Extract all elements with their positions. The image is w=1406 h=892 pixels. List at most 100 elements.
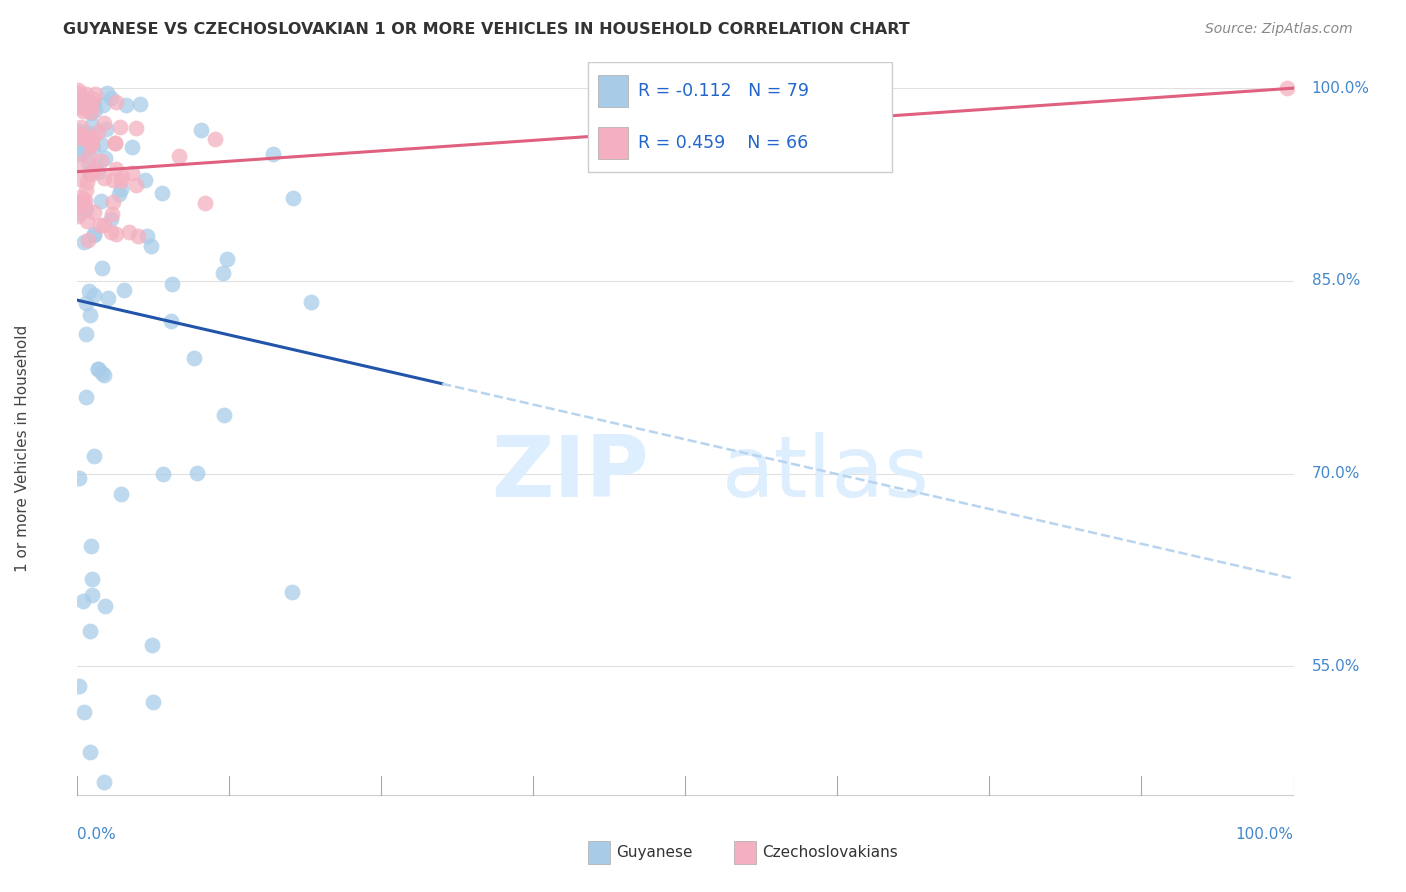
Point <box>72 103 94 118</box>
Text: 0.0%: 0.0% <box>77 827 117 842</box>
Point <box>70 120 93 134</box>
Point <box>80 138 103 153</box>
Point <box>100 211 122 226</box>
Point <box>100 225 122 239</box>
Point <box>94 599 117 614</box>
Point <box>69 128 91 142</box>
Text: 100.0%: 100.0% <box>1312 80 1369 95</box>
Point <box>80 99 103 113</box>
Point <box>84 87 107 101</box>
Point <box>69 171 91 186</box>
Point <box>129 96 152 111</box>
Point <box>136 228 159 243</box>
Point <box>90 153 112 168</box>
Point <box>100 91 122 105</box>
Point <box>66 147 89 161</box>
Point <box>67 209 90 223</box>
Point <box>67 129 90 144</box>
Point <box>91 260 114 275</box>
Point <box>75 390 97 404</box>
Point <box>90 194 112 208</box>
Point <box>141 238 163 252</box>
Point <box>127 229 149 244</box>
Text: atlas: atlas <box>721 432 929 516</box>
Point <box>94 151 117 165</box>
Point <box>82 163 104 178</box>
Point <box>115 98 138 112</box>
Point <box>183 351 205 365</box>
Point <box>211 266 233 280</box>
Point <box>76 175 98 189</box>
Point <box>82 141 104 155</box>
Text: 55.0%: 55.0% <box>1312 659 1360 674</box>
Point <box>101 207 124 221</box>
Point <box>108 120 131 134</box>
Point <box>76 234 98 248</box>
Point <box>103 173 125 187</box>
Point <box>70 145 93 160</box>
Point <box>80 106 103 120</box>
Point <box>90 366 112 380</box>
Point <box>77 129 100 144</box>
Text: R = 0.459    N = 66: R = 0.459 N = 66 <box>638 134 808 152</box>
Point <box>82 130 104 145</box>
Point <box>90 136 112 151</box>
Point <box>77 155 100 169</box>
Point <box>77 166 100 180</box>
Point <box>91 98 114 112</box>
Point <box>66 82 89 96</box>
Point <box>160 277 183 291</box>
Point <box>214 408 236 422</box>
Point <box>70 190 93 204</box>
Point <box>134 172 156 186</box>
Point <box>96 86 118 100</box>
Point <box>190 122 212 136</box>
Point <box>75 183 97 197</box>
Point <box>97 291 120 305</box>
Point <box>67 86 90 100</box>
Point <box>73 705 96 719</box>
Point <box>82 92 104 106</box>
Text: Czechoslovakians: Czechoslovakians <box>762 846 898 860</box>
Point <box>84 103 107 117</box>
Point <box>93 775 115 789</box>
Point <box>73 194 96 208</box>
Bar <box>588 841 610 864</box>
Point <box>72 235 94 249</box>
Point <box>299 295 322 310</box>
Point <box>79 105 101 120</box>
Point <box>93 170 115 185</box>
Point <box>79 624 101 638</box>
Point <box>70 128 93 142</box>
Point <box>110 487 132 501</box>
Point <box>89 218 111 232</box>
Point <box>72 135 94 149</box>
Point <box>86 362 108 376</box>
Point <box>93 219 115 233</box>
Point <box>84 159 107 173</box>
Text: 70.0%: 70.0% <box>1312 467 1360 481</box>
Point <box>70 96 93 111</box>
Point <box>86 125 108 139</box>
Point <box>66 199 89 213</box>
Point <box>83 227 105 242</box>
Point <box>215 252 238 266</box>
Text: Guyanese: Guyanese <box>616 846 693 860</box>
Point <box>79 169 101 183</box>
Point <box>281 191 304 205</box>
Point <box>75 202 97 217</box>
Text: 85.0%: 85.0% <box>1312 274 1360 288</box>
Point <box>103 195 125 210</box>
Point <box>80 540 103 554</box>
Point <box>70 90 93 104</box>
Point <box>69 131 91 145</box>
Point <box>110 174 132 188</box>
Bar <box>598 75 628 107</box>
Point <box>111 170 134 185</box>
Point <box>69 206 91 220</box>
Point <box>77 284 100 298</box>
Point <box>118 225 141 239</box>
Point <box>104 136 127 150</box>
Text: 1 or more Vehicles in Household: 1 or more Vehicles in Household <box>15 325 30 572</box>
Point <box>72 594 94 608</box>
